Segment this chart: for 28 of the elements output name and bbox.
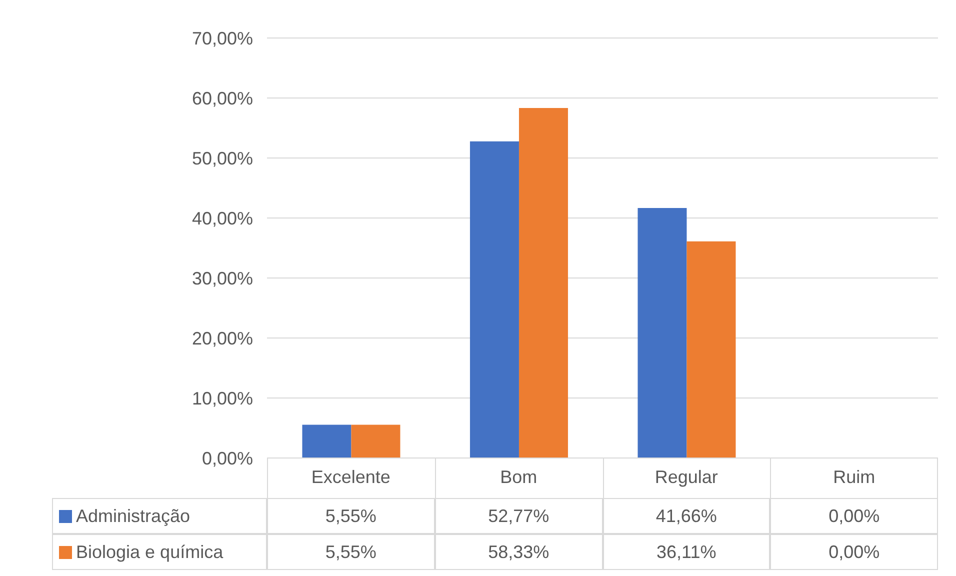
legend-label: Biologia e química: [76, 542, 224, 562]
bar: [638, 208, 687, 458]
bar: [351, 424, 400, 458]
bar: [470, 141, 519, 458]
data-label: 0,00%: [770, 498, 938, 534]
data-label: 5,55%: [267, 498, 435, 534]
y-tick-label: 20,00%: [192, 328, 253, 348]
data-label: 5,55%: [267, 534, 435, 570]
x-tick-label: Regular: [654, 466, 718, 487]
y-tick-label: 10,00%: [192, 388, 253, 408]
y-tick-label: 50,00%: [192, 148, 253, 168]
y-tick-label: 60,00%: [192, 88, 253, 108]
legend-label: Administração: [76, 506, 190, 526]
y-tick-label: 0,00%: [202, 448, 253, 468]
y-tick-label: 70,00%: [192, 28, 253, 48]
bar: [518, 108, 568, 458]
bar: [302, 424, 352, 458]
y-tick-label: 30,00%: [192, 268, 253, 288]
data-label: 58,33%: [434, 534, 602, 570]
x-tick-label: Bom: [500, 466, 538, 487]
bar: [686, 241, 736, 458]
data-label: 0,00%: [770, 534, 938, 570]
y-tick-label: 40,00%: [192, 208, 253, 228]
data-label: 36,11%: [602, 534, 770, 570]
x-tick-label: Excelente: [311, 466, 390, 487]
x-tick-label: Ruim: [833, 466, 876, 487]
data-label: 41,66%: [602, 498, 770, 534]
data-label: 52,77%: [434, 498, 602, 534]
